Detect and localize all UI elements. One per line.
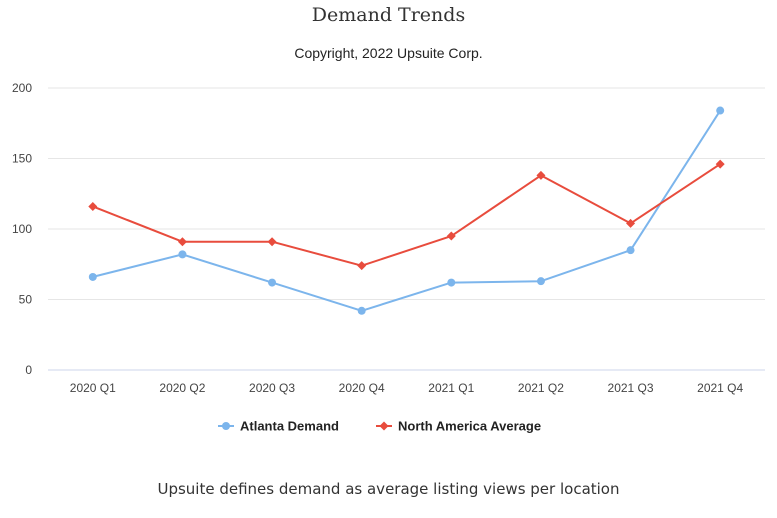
data-point — [715, 159, 725, 169]
data-point — [716, 106, 725, 115]
chart-title: Demand Trends — [311, 4, 466, 26]
data-point — [268, 278, 277, 287]
y-tick-label: 150 — [12, 152, 32, 166]
x-axis-ticks: 2020 Q1 2020 Q2 2020 Q3 2020 Q4 2021 Q1 2021 … — [70, 381, 744, 395]
data-point — [357, 306, 366, 315]
footer-note: Upsuite defines demand as average listin… — [157, 480, 620, 498]
data-point — [536, 170, 546, 180]
x-tick-label: 2021 Q1 — [428, 381, 474, 395]
legend-marker — [379, 421, 389, 431]
x-tick-label: 2020 Q2 — [159, 381, 205, 395]
data-point — [88, 272, 97, 281]
data-point — [447, 278, 456, 287]
series-0 — [88, 106, 725, 315]
legend-label: North America Average — [398, 419, 541, 434]
y-tick-label: 100 — [12, 222, 32, 236]
data-point — [446, 231, 456, 241]
series-1 — [88, 159, 725, 271]
x-tick-label: 2020 Q1 — [70, 381, 116, 395]
data-point — [177, 237, 187, 247]
x-tick-label: 2020 Q4 — [339, 381, 385, 395]
legend: Atlanta Demand North America Average — [218, 419, 541, 434]
chart-subtitle: Copyright, 2022 Upsuite Corp. — [294, 45, 483, 61]
x-tick-label: 2021 Q3 — [608, 381, 654, 395]
grid-lines — [48, 87, 765, 371]
legend-label: Atlanta Demand — [240, 419, 339, 434]
x-tick-label: 2020 Q3 — [249, 381, 295, 395]
series-line — [92, 163, 721, 267]
series-line — [92, 110, 722, 312]
legend-item-1: North America Average — [376, 419, 541, 434]
data-point — [357, 261, 367, 271]
legend-item-0: Atlanta Demand — [218, 419, 339, 434]
y-tick-label: 0 — [25, 363, 32, 377]
data-point — [626, 218, 636, 228]
series-lines — [88, 106, 725, 315]
data-point — [88, 201, 98, 211]
x-tick-label: 2021 Q2 — [518, 381, 564, 395]
y-tick-label: 50 — [19, 293, 33, 307]
x-tick-label: 2021 Q4 — [697, 381, 743, 395]
y-axis-ticks: 0 50 100 150 200 — [12, 81, 32, 377]
data-point — [536, 277, 545, 286]
data-point — [626, 246, 635, 255]
data-point — [178, 250, 187, 259]
data-point — [267, 237, 277, 247]
y-tick-label: 200 — [12, 81, 32, 95]
legend-marker — [222, 422, 230, 430]
